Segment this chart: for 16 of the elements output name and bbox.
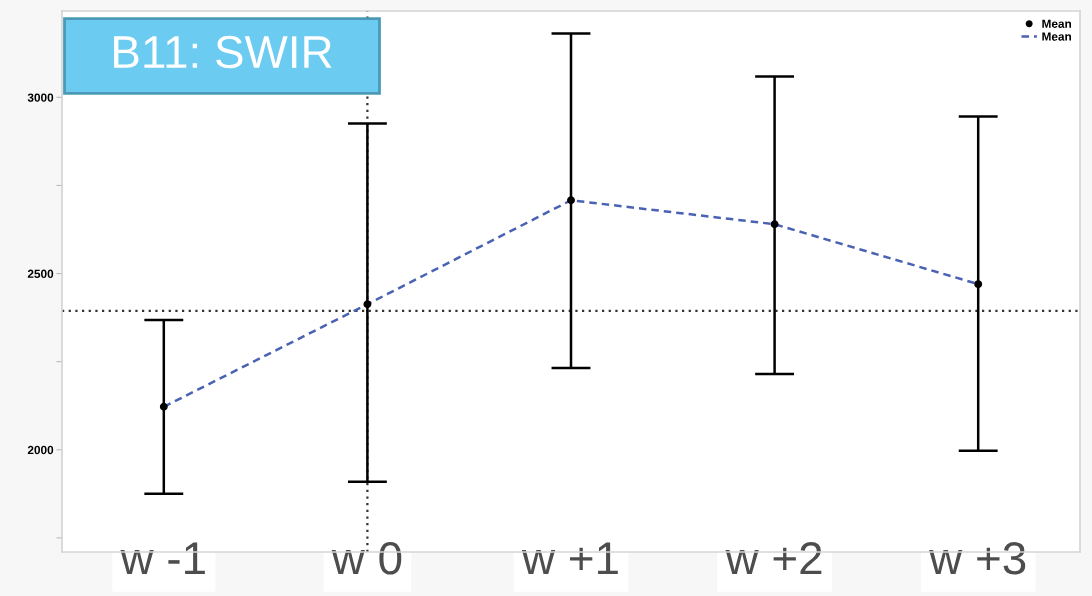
x-tick-label: w -1 [120, 542, 205, 575]
point [363, 300, 372, 309]
point [159, 402, 168, 411]
legend-label: Mean [1042, 19, 1072, 28]
x-tick-label: w +1 [521, 542, 618, 575]
legend-label: Mean [1042, 32, 1072, 41]
point [567, 196, 575, 205]
x-tick-label: w 0 [331, 542, 402, 575]
chart-title: B11: SWIR [114, 35, 332, 69]
x-tick-label: w +2 [725, 542, 822, 575]
y-tick-label: 3000 [27, 93, 54, 102]
y-tick-label: 2500 [27, 269, 54, 278]
point [974, 280, 983, 289]
y-tick-label: 2000 [27, 445, 54, 455]
x-tick-label: w +3 [929, 542, 1026, 575]
point [770, 220, 779, 229]
